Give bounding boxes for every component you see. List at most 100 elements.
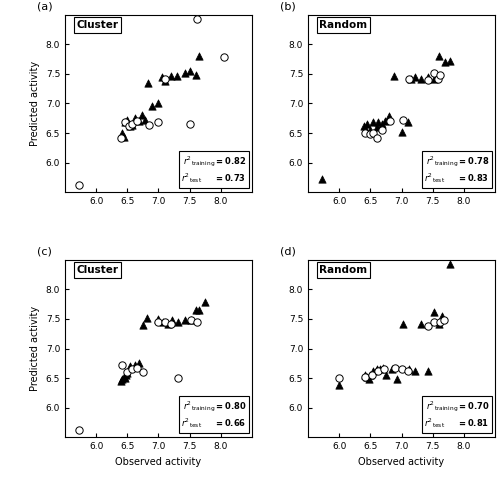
Point — [132, 114, 140, 122]
Point — [134, 360, 142, 367]
Point — [424, 367, 432, 375]
Point — [398, 128, 406, 136]
Point — [168, 316, 176, 324]
Point — [160, 75, 168, 83]
Point — [368, 371, 376, 379]
Point — [139, 368, 147, 376]
Point — [192, 71, 200, 79]
Point — [424, 322, 432, 330]
Point — [126, 363, 134, 370]
Point — [186, 120, 194, 128]
Point — [441, 58, 449, 66]
Point — [193, 318, 201, 326]
Point — [411, 73, 419, 81]
Point — [120, 373, 128, 381]
Point — [195, 52, 203, 60]
Point — [180, 69, 188, 76]
Point — [160, 77, 168, 85]
Point — [154, 100, 162, 107]
Point — [362, 129, 370, 137]
Point — [201, 298, 209, 306]
Point — [374, 119, 382, 126]
Point — [124, 368, 132, 376]
Text: $r^2$$_{\mathrm{training}}$$\mathbf{=0.82}$
$r^2$$_{\mathrm{test}}$     $\mathbf: $r^2$$_{\mathrm{training}}$$\mathbf{=0.8… — [182, 155, 246, 185]
Point — [411, 367, 419, 375]
Point — [187, 316, 195, 324]
Point — [399, 116, 407, 124]
Point — [174, 374, 182, 382]
Point — [436, 71, 444, 79]
Point — [174, 318, 182, 326]
Point — [220, 53, 228, 61]
Point — [154, 119, 162, 126]
Point — [145, 122, 153, 129]
Y-axis label: Predicted activity: Predicted activity — [30, 61, 40, 146]
Point — [173, 72, 181, 80]
Point — [372, 123, 380, 131]
Point — [167, 320, 175, 328]
Point — [399, 320, 407, 328]
Text: Cluster: Cluster — [76, 265, 118, 275]
X-axis label: Observed activity: Observed activity — [116, 457, 202, 467]
Point — [436, 318, 444, 326]
Point — [187, 316, 195, 324]
Text: $r^2$$_{\mathrm{training}}$$\mathbf{=0.80}$
$r^2$$_{\mathrm{test}}$     $\mathbf: $r^2$$_{\mathrm{training}}$$\mathbf{=0.8… — [182, 400, 246, 430]
Point — [378, 120, 386, 128]
Point — [124, 116, 132, 124]
Point — [370, 367, 378, 375]
Point — [365, 376, 373, 383]
Point — [405, 365, 413, 373]
Point — [376, 365, 384, 373]
Point — [366, 126, 374, 134]
Point — [446, 260, 454, 268]
Point — [74, 426, 82, 434]
Point — [363, 120, 371, 128]
Text: (c): (c) — [37, 246, 52, 256]
Point — [404, 119, 412, 126]
Point — [128, 365, 136, 373]
Y-axis label: Predicted activity: Predicted activity — [30, 306, 40, 391]
Point — [122, 119, 130, 126]
Point — [424, 73, 432, 81]
Point — [118, 376, 126, 383]
Point — [362, 373, 370, 381]
Point — [335, 382, 343, 389]
Point — [132, 364, 140, 371]
Text: (b): (b) — [280, 1, 296, 11]
Point — [120, 133, 128, 141]
Point — [379, 364, 387, 371]
Point — [139, 321, 147, 329]
Point — [405, 75, 413, 83]
Point — [138, 111, 145, 119]
Point — [430, 308, 438, 316]
Point — [392, 376, 400, 383]
Point — [440, 316, 448, 324]
Point — [446, 57, 454, 65]
Point — [424, 76, 432, 84]
Text: $r^2$$_{\mathrm{training}}$$\mathbf{=0.78}$
$r^2$$_{\mathrm{test}}$     $\mathbf: $r^2$$_{\mathrm{training}}$$\mathbf{=0.7… — [424, 155, 490, 185]
Point — [382, 371, 390, 379]
Text: (a): (a) — [37, 1, 52, 11]
Point — [128, 120, 136, 128]
Point — [124, 369, 132, 377]
Point — [370, 129, 378, 137]
Point — [438, 312, 446, 320]
Point — [180, 316, 188, 324]
Point — [121, 374, 129, 382]
Point — [335, 374, 343, 382]
Point — [193, 16, 201, 23]
Point — [362, 371, 370, 379]
Point — [118, 129, 126, 137]
Point — [362, 373, 370, 381]
Point — [366, 371, 374, 379]
Point — [418, 75, 426, 83]
Point — [372, 365, 380, 373]
Point — [167, 72, 175, 80]
Point — [186, 67, 194, 75]
Point — [398, 365, 406, 373]
Point — [141, 116, 149, 124]
Point — [434, 75, 442, 83]
Point — [164, 320, 172, 328]
Point — [386, 117, 394, 125]
Point — [122, 119, 130, 126]
